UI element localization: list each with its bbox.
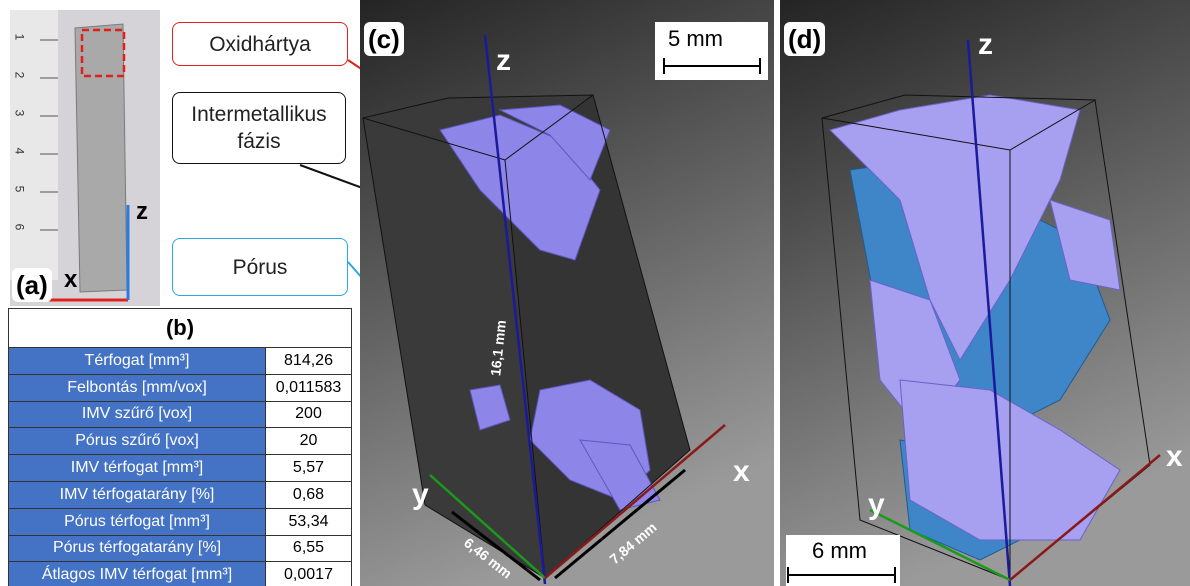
callout: Pórus (172, 238, 348, 296)
table-row: IMV térfogat [mm³]5,57 (9, 455, 352, 482)
row-value: 200 (266, 401, 352, 428)
row-value: 0,0017 (266, 562, 352, 586)
axis-label: z (978, 28, 993, 62)
scale-label: 5 mm (668, 26, 723, 52)
sample-bar (75, 24, 127, 292)
row-label: IMV térfogat [mm³] (9, 455, 266, 482)
row-label: IMV szűrő [vox] (9, 401, 266, 428)
ruler-label: 2 (12, 72, 26, 79)
axis-label: x (64, 266, 77, 294)
row-label: Térfogat [mm³] (9, 348, 266, 375)
row-value: 0,011583 (266, 374, 352, 401)
axis-label: z (136, 198, 148, 226)
row-label: Pórus térfogat [mm³] (9, 508, 266, 535)
callout: Oxidhártya (172, 22, 348, 66)
ruler-label: 1 (12, 34, 26, 41)
ruler-label: 3 (12, 110, 26, 117)
table-row: Pórus szűrő [vox]20 (9, 428, 352, 455)
table-title: (b) (9, 309, 352, 348)
row-label: Pórus térfogatarány [%] (9, 535, 266, 562)
table-row: Pórus térfogat [mm³]53,34 (9, 508, 352, 535)
figure: 1 2 3 4 5 6 (a) x z Oxidhártya Intermeta… (0, 0, 1190, 586)
table-row: Térfogat [mm³]814,26 (9, 348, 352, 375)
table-row: IMV térfogatarány [%]0,68 (9, 481, 352, 508)
axis-label: z (496, 44, 511, 78)
axis-label: x (1166, 440, 1183, 474)
axis-label: y (412, 478, 429, 512)
panel-label: (d) (784, 22, 825, 56)
table-row: Pórus térfogatarány [%]6,55 (9, 535, 352, 562)
table-row: Felbontás [mm/vox]0,011583 (9, 374, 352, 401)
ruler (10, 10, 58, 280)
scale-label: 6 mm (812, 538, 867, 564)
row-label: Felbontás [mm/vox] (9, 374, 266, 401)
ruler-label: 6 (12, 224, 26, 231)
panel-label: (c) (364, 22, 404, 56)
row-label: IMV térfogatarány [%] (9, 481, 266, 508)
row-value: 20 (266, 428, 352, 455)
row-value: 5,57 (266, 455, 352, 482)
axis-label: y (868, 488, 885, 522)
ruler-label: 5 (12, 186, 26, 193)
table-row: Átlagos IMV térfogat [mm³]0,0017 (9, 562, 352, 586)
row-label: Átlagos IMV térfogat [mm³] (9, 562, 266, 586)
ruler-label: 4 (12, 148, 26, 155)
panel-label: (a) (12, 268, 52, 302)
table-row: IMV szűrő [vox]200 (9, 401, 352, 428)
row-value: 0,68 (266, 481, 352, 508)
row-value: 6,55 (266, 535, 352, 562)
row-value: 814,26 (266, 348, 352, 375)
axis-label: x (733, 455, 750, 489)
callout: Intermetallikus fázis (172, 92, 346, 164)
row-label: Pórus szűrő [vox] (9, 428, 266, 455)
row-value: 53,34 (266, 508, 352, 535)
